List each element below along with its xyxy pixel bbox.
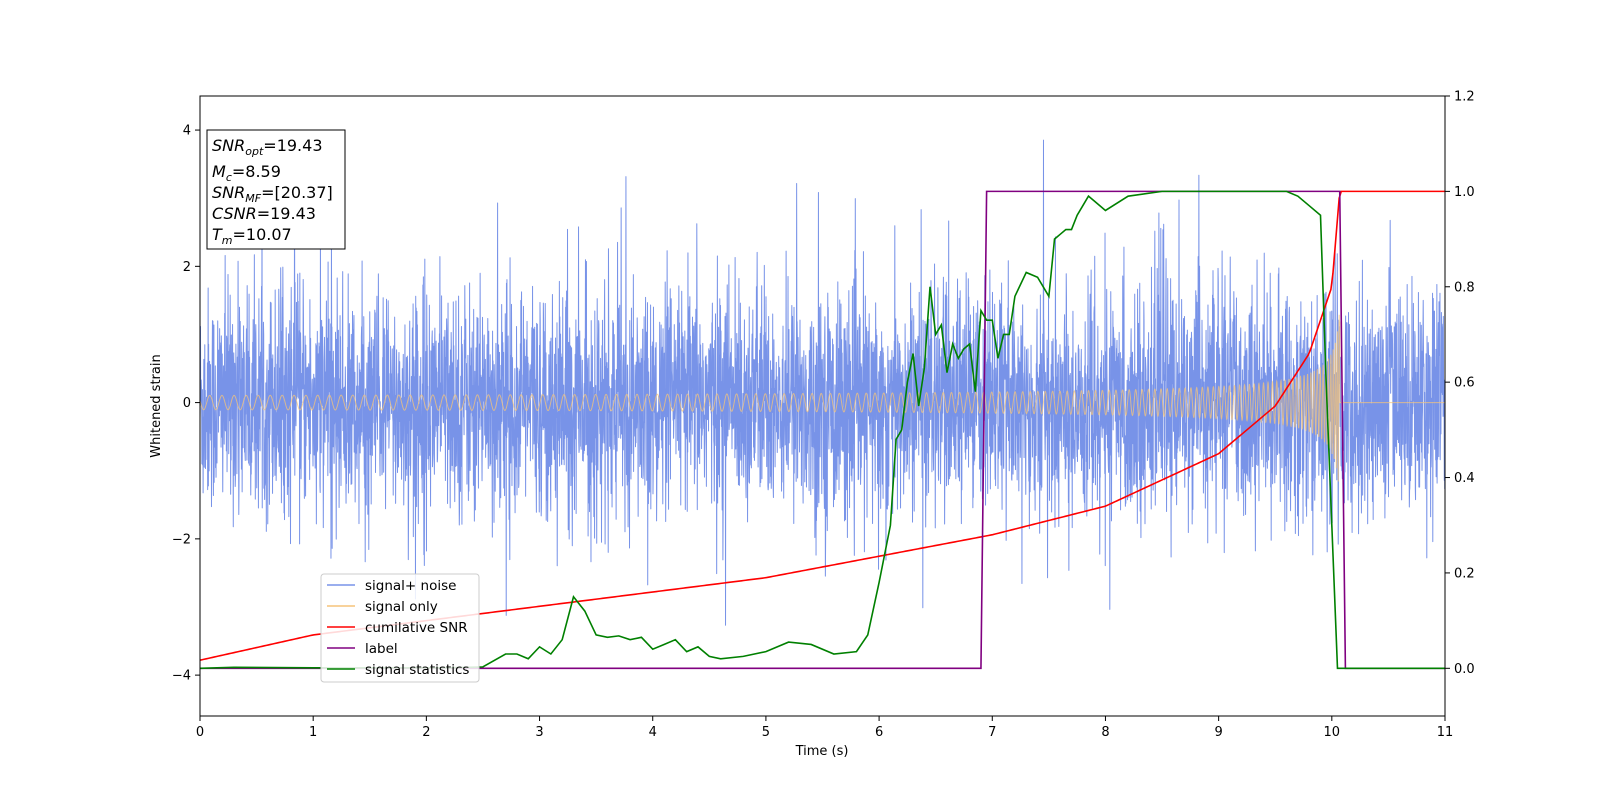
legend-entry-signal-only: signal only [327,599,438,615]
x-tick-label: 5 [762,725,770,740]
y-right-tick-label: 0.2 [1454,566,1475,581]
legend: signal+ noise signal only cumilative SNR… [320,573,480,683]
annotation-mc: Mc=8.59 [212,162,281,184]
y-axis-label: Whitened strain [149,354,164,457]
signal-only-series [200,314,1445,482]
x-tick-label: 3 [535,725,543,740]
signal-statistics-series [200,190,1445,670]
x-tick-label: 4 [649,725,657,740]
y-left-tick-label: 2 [183,260,191,275]
y-right-tick-label: 0.6 [1454,376,1475,391]
signal-noise-series [200,138,1445,626]
legend-label: signal+ noise [365,578,456,594]
y-left-tick-label: 4 [183,124,191,139]
legend-label: cumilative SNR [365,620,468,636]
legend-entry-cumulative-snr: cumilative SNR [327,620,468,636]
annotation-snr-opt: SNRopt=19.43 [212,136,323,158]
x-tick-label: 1 [309,725,317,740]
y-right-tick-label: 0.0 [1454,662,1475,677]
y-right-tick-label: 1.2 [1454,90,1475,105]
legend-label: signal statistics [365,662,469,678]
y-right-tick-label: 0.8 [1454,280,1475,295]
plot-frame [199,95,1446,717]
y-axis-left: −4 −2 0 2 4 [172,124,200,684]
x-tick-label: 11 [1437,725,1454,740]
y-left-tick-label: −2 [172,532,191,547]
legend-entry-signal-statistics: signal statistics [327,662,469,678]
legend-entry-label: label [327,641,398,657]
x-tick-label: 2 [422,725,430,740]
annotation-box: SNRopt=19.43 Mc=8.59 SNRMF=[20.37] CSNR=… [206,129,346,250]
legend-entry-signal-noise: signal+ noise [327,578,456,594]
x-tick-label: 10 [1324,725,1341,740]
y-axis-right: 0.0 0.2 0.4 0.6 0.8 1.0 1.2 [1445,90,1475,677]
y-left-tick-label: 0 [183,396,191,411]
x-tick-label: 7 [988,725,996,740]
x-tick-label: 6 [875,725,883,740]
annotation-tm: Tm=10.07 [212,225,292,247]
x-tick-label: 8 [1101,725,1109,740]
x-axis: 0 1 2 3 4 5 6 7 8 9 10 11 [196,716,1453,740]
annotation-snr-mf: SNRMF=[20.37] [212,183,333,205]
x-axis-label: Time (s) [795,744,849,759]
legend-label: label [365,641,398,657]
y-left-tick-label: −4 [172,669,191,684]
annotation-csnr: CSNR=19.43 [212,204,316,223]
y-right-tick-label: 1.0 [1454,185,1475,200]
x-tick-label: 0 [196,725,204,740]
legend-label: signal only [365,599,438,615]
x-tick-label: 9 [1214,725,1222,740]
y-right-tick-label: 0.4 [1454,471,1475,486]
